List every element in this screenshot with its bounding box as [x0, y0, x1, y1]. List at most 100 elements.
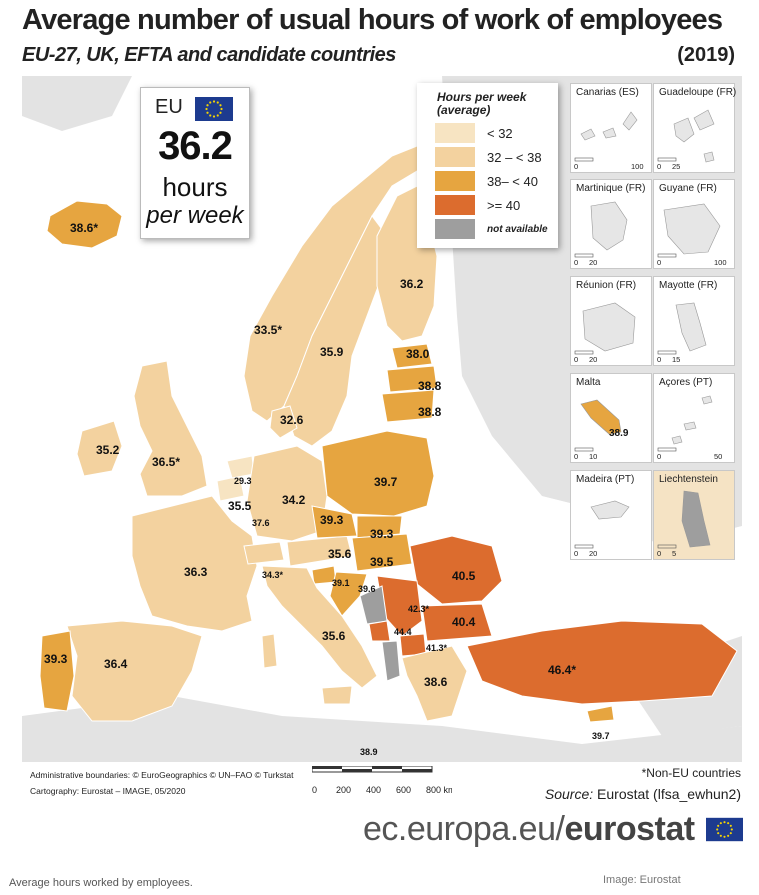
inset-land	[675, 302, 707, 352]
inset-scale-label: 100	[714, 258, 727, 267]
region-sicily	[321, 685, 353, 705]
region-denmark	[269, 405, 298, 439]
flag-star	[206, 104, 209, 107]
flag-star	[729, 832, 732, 835]
eurostat-url[interactable]: ec.europa.eu/eurostat	[363, 810, 695, 848]
region-estonia	[391, 343, 433, 369]
legend: Hours per week (average) < 32 32 – < 38 3…	[417, 83, 558, 248]
inset-scale-label: 0	[574, 162, 578, 171]
region-france	[131, 495, 258, 632]
flag-star	[219, 111, 222, 114]
inset-scale-label: 5	[672, 549, 676, 558]
inset-scale-bar	[657, 350, 677, 355]
country-value-label: 40.5	[452, 569, 476, 583]
region-ireland	[76, 420, 123, 477]
country-value-label: 36.2	[400, 277, 424, 291]
inset-scale-label: 0	[574, 258, 578, 267]
inset-scale-label: 0	[657, 162, 661, 171]
inset-scale-label: 15	[672, 355, 680, 364]
country-value-label: 39.5	[370, 555, 394, 569]
country-value-label: 39.6	[358, 584, 376, 594]
image-credit: Image: Eurostat	[603, 874, 681, 886]
flag-star	[717, 832, 720, 835]
legend-swatch	[435, 123, 475, 143]
country-value-label: 37.6	[252, 518, 270, 528]
region-latvia	[386, 365, 438, 393]
country-value-label: 35.6	[328, 547, 352, 561]
country-value-label: 35.9	[320, 345, 344, 359]
image-caption: Average hours worked by employees.	[9, 877, 193, 889]
country-value-label: 39.7	[374, 475, 398, 489]
region-iceland	[46, 200, 123, 249]
inset-land	[582, 302, 636, 352]
inset-scale-bar	[657, 447, 677, 452]
region-portugal	[39, 630, 75, 712]
inset-name: Guadeloupe (FR)	[659, 87, 737, 98]
country-value-label: 32.6	[280, 413, 304, 427]
inset-scale-label: 20	[589, 355, 597, 364]
inset-value-label: 38.9	[609, 428, 629, 439]
inset-shape: 0 20	[574, 302, 636, 364]
country-value-label: 33.5*	[254, 323, 282, 337]
flag-star	[209, 101, 212, 104]
inset-scale-bar	[574, 253, 594, 258]
inset-name: Canarias (ES)	[576, 87, 639, 98]
country-value-label: 38.6*	[70, 221, 98, 235]
legend-swatch	[435, 147, 475, 167]
inset-map: 0 20 Martinique (FR)	[570, 179, 652, 269]
inset-name: Madeira (PT)	[576, 474, 635, 485]
inset-name: Malta	[576, 377, 601, 388]
inset-shape: 0 10 38.9	[574, 399, 629, 461]
region-sardinia	[261, 633, 278, 669]
flag-star	[216, 101, 219, 104]
region-montenegro	[368, 620, 391, 642]
country-value-label: 35.2	[96, 443, 120, 457]
inset-shape: 0 20	[574, 201, 628, 267]
inset-name: Réunion (FR)	[576, 280, 637, 291]
country-value-label: 38.8	[418, 405, 442, 419]
country-value-label: 39.1	[332, 578, 350, 588]
inset-land	[590, 500, 630, 520]
country-value-label: 44.4	[394, 627, 412, 637]
country-value-label: 39.3	[44, 652, 68, 666]
region-turkey	[466, 620, 738, 705]
inset-scale-bar	[574, 350, 594, 355]
inset-land	[590, 201, 628, 251]
eu-flag-logo-icon	[706, 817, 743, 842]
inset-map: 0 20 Réunion (FR)	[570, 276, 652, 366]
region-albania	[381, 640, 401, 682]
flag-star	[723, 821, 726, 824]
inset-map: 0 15 Mayotte (FR)	[653, 276, 735, 366]
flag-star	[717, 824, 720, 827]
country-value-label: 36.5*	[152, 455, 180, 469]
flag-star	[212, 100, 216, 103]
map-title: Average number of usual hours of work of…	[22, 4, 723, 36]
land-greenland-edge	[22, 76, 132, 131]
region-lithuania	[381, 389, 435, 423]
eu-average-box: EU 36.2 hours per week	[140, 87, 250, 239]
inset-map: 0 10 38.9 Malta	[570, 373, 652, 463]
country-value-label: 36.4	[104, 657, 128, 671]
inset-map: 0 50 Açores (PT)	[653, 373, 735, 463]
inset-land	[580, 399, 622, 435]
country-value-label: 38.9	[360, 747, 378, 757]
inset-scale-label: 20	[589, 258, 597, 267]
flag-star	[219, 104, 222, 107]
flag-star	[220, 107, 223, 111]
inset-shape: 0 50	[657, 395, 722, 461]
inset-land	[671, 395, 713, 445]
country-value-label: 46.4*	[548, 663, 576, 677]
legend-title: Hours per week (average)	[437, 90, 527, 117]
inset-scale-label: 0	[657, 452, 661, 461]
inset-shape: 0 100	[574, 111, 644, 171]
inset-scale-bar	[657, 544, 677, 549]
country-value-label: 29.3	[234, 476, 252, 486]
inset-scale-bar	[657, 253, 677, 258]
map-year: (2019)	[677, 44, 735, 66]
inset-shape: 0 20	[574, 500, 630, 558]
country-value-label: 41.3*	[426, 643, 448, 653]
inset-scale-label: 0	[657, 355, 661, 364]
flag-star	[719, 822, 722, 825]
inset-map: 0 20 Madeira (PT)	[570, 470, 652, 560]
flag-star	[719, 834, 722, 837]
